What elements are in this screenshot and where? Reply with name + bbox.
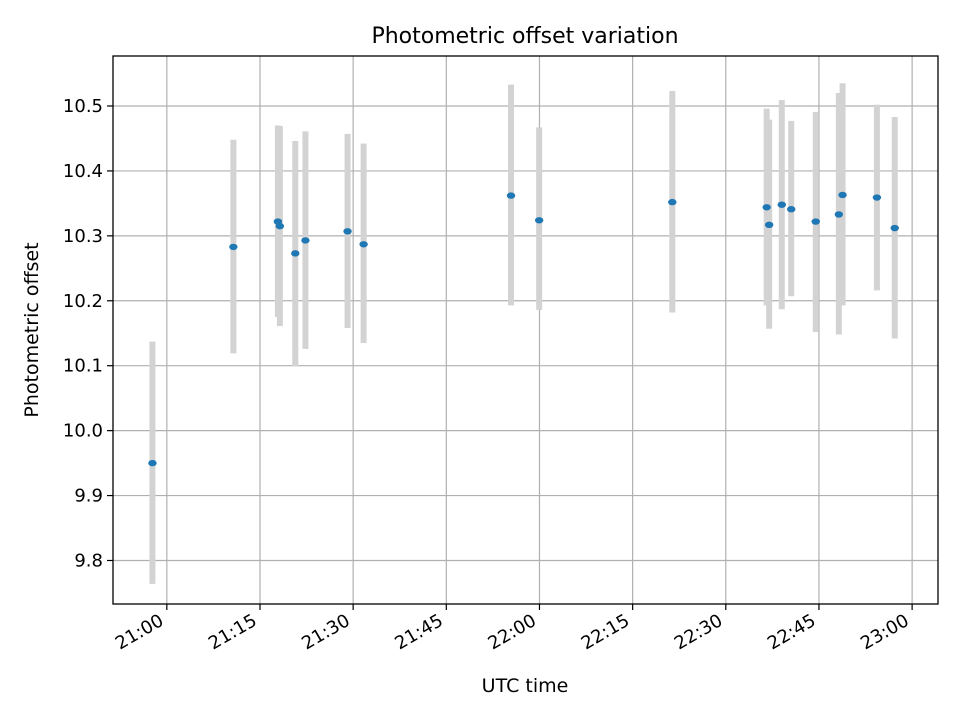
y-tick-label: 9.8 (74, 550, 103, 571)
y-tick-label: 10.2 (63, 291, 103, 312)
y-axis-label: Photometric offset (21, 242, 43, 417)
y-tick-label: 9.9 (74, 486, 103, 507)
y-tick-label: 10.0 (63, 421, 103, 442)
data-point (838, 191, 847, 199)
data-point (834, 211, 844, 218)
data-points (148, 191, 899, 467)
data-point (229, 243, 238, 251)
data-point (872, 194, 882, 201)
data-point (148, 459, 157, 467)
plot-frame (112, 55, 939, 605)
y-tick-label: 10.1 (63, 356, 103, 377)
y-tick-label: 10.5 (63, 96, 103, 117)
data-point (777, 201, 786, 208)
data-point (890, 224, 899, 232)
data-point (301, 237, 310, 244)
data-point (359, 241, 368, 248)
data-point (668, 198, 677, 206)
data-point (787, 206, 796, 213)
data-point (762, 204, 771, 211)
data-point (764, 221, 774, 229)
grid-lines (113, 56, 938, 604)
data-point (291, 250, 300, 257)
data-point (811, 218, 820, 225)
data-point (534, 217, 544, 224)
y-tick-label: 10.3 (63, 226, 103, 247)
data-point (343, 228, 352, 235)
chart-title: Photometric offset variation (371, 24, 678, 49)
data-point (275, 222, 285, 230)
x-axis-label: UTC time (482, 675, 569, 697)
y-tick-label: 10.4 (63, 161, 103, 182)
data-point (506, 192, 516, 199)
